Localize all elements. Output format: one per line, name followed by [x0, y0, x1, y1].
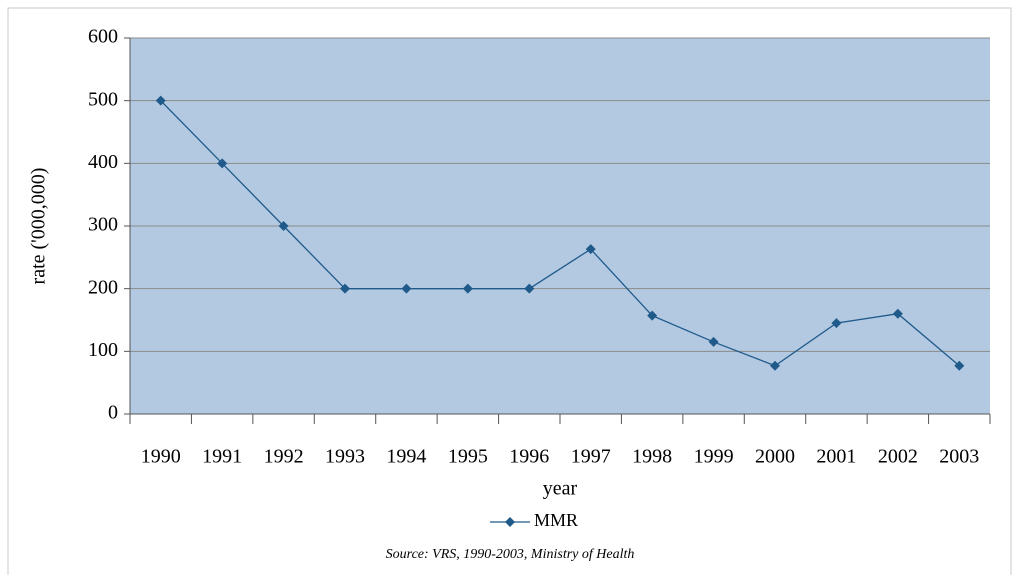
data-point	[462, 283, 473, 294]
data-point	[278, 221, 289, 231]
x-tick-label: 2000	[755, 446, 795, 468]
series-line	[160, 100, 960, 367]
data-point	[954, 360, 965, 371]
x-tick-label: 1991	[202, 446, 242, 468]
x-tick-label: 1992	[264, 446, 304, 468]
data-point	[708, 336, 719, 347]
y-tick-label: 500	[88, 88, 118, 110]
data-point	[401, 283, 412, 294]
x-tick-label: 1995	[448, 446, 488, 468]
source-note: Source: VRS, 1990-2003, Ministry of Heal…	[386, 547, 635, 562]
y-tick-label: 200	[88, 276, 118, 298]
y-axis-label: rate ('000,000)	[28, 168, 50, 285]
x-tick-label: 1997	[571, 446, 611, 468]
x-tick-label: 1990	[141, 446, 181, 468]
data-point	[155, 95, 166, 106]
y-tick-label: 400	[88, 151, 118, 173]
data-point	[831, 318, 842, 329]
x-tick-label: 1994	[386, 446, 426, 468]
data-point	[217, 158, 228, 169]
x-tick-label: 2003	[939, 446, 979, 468]
y-tick-label: 300	[88, 214, 118, 236]
y-tick-label: 100	[88, 339, 118, 361]
x-tick-label: 2002	[878, 446, 918, 468]
y-tick-label: 600	[88, 26, 118, 48]
data-point	[647, 310, 658, 321]
data-point	[340, 283, 350, 294]
x-tick-label: 1996	[509, 446, 549, 468]
legend-marker	[505, 517, 515, 527]
x-tick-label: 1993	[325, 446, 365, 468]
data-point	[892, 308, 903, 319]
data-point	[585, 244, 596, 255]
x-tick-label: 1999	[694, 446, 734, 468]
x-tick-label: 1998	[632, 446, 672, 468]
frame	[7, 7, 1012, 575]
legend-label: MMR	[534, 510, 578, 530]
data-point	[524, 283, 535, 294]
x-tick-label: 2001	[816, 446, 856, 468]
y-tick-label: 0	[108, 402, 118, 424]
x-axis-label: year	[543, 478, 578, 500]
data-point	[770, 360, 780, 371]
